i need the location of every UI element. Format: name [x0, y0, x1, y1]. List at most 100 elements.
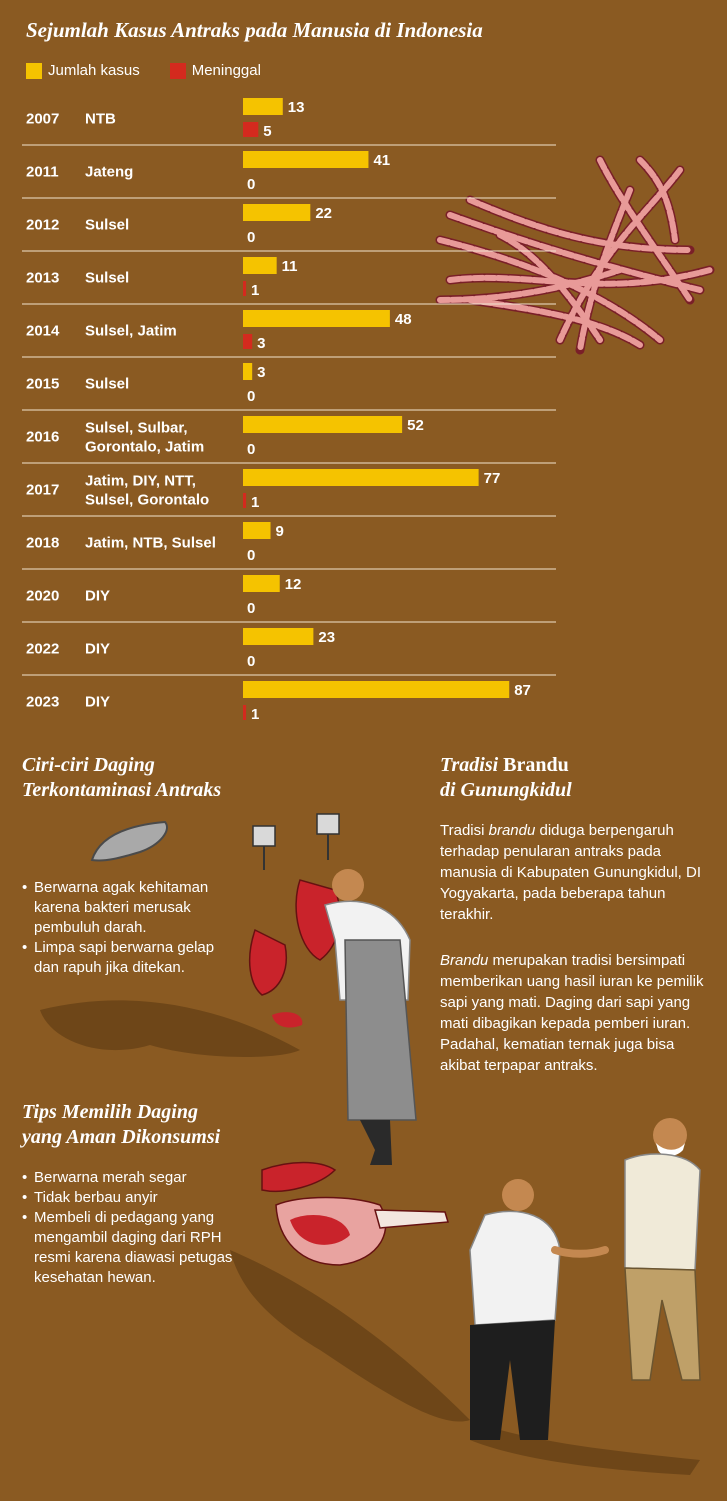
- region-label: Sulsel: [85, 217, 129, 234]
- bar-deaths: [243, 281, 247, 296]
- legend-swatch-cases: [26, 62, 42, 79]
- tradisi-heading: Tradisi Brandu di Gunungkidul: [440, 753, 572, 803]
- ciri-item: Berwarna agak kehitaman karena bakteri m…: [22, 878, 232, 938]
- bar-cases: [243, 416, 403, 433]
- value-label-cases: 48: [395, 311, 412, 328]
- value-label-deaths: 0: [247, 229, 255, 246]
- region-label: Sulsel, Jatim: [85, 323, 177, 340]
- region-label: DIY: [85, 694, 110, 711]
- bar-cases: [243, 469, 479, 486]
- tradisi-p1-a: Tradisi: [440, 822, 489, 839]
- region-label: Jatim, NTB, Sulsel: [85, 535, 216, 552]
- value-label-deaths: 0: [247, 547, 255, 564]
- year-label: 2018: [26, 535, 59, 552]
- region-label: DIY: [85, 641, 110, 658]
- tradisi-heading-line-1: Tradisi Brandu: [440, 753, 572, 778]
- tips-heading-line-1: Tips Memilih Daging: [22, 1101, 198, 1123]
- bar-cases: [243, 628, 314, 645]
- region-label: Jatim, DIY, NTT,: [85, 473, 196, 490]
- value-label-deaths: 3: [257, 335, 265, 352]
- bar-deaths: [243, 122, 259, 137]
- value-label-cases: 13: [288, 99, 305, 116]
- shadow-illustration: [40, 1000, 700, 1475]
- legend-item-deaths: Meninggal: [169, 62, 261, 79]
- ciri-heading: Ciri-ciri Daging Terkontaminasi Antraks: [22, 753, 221, 803]
- tradisi-heading-rest: Brandu: [498, 754, 569, 776]
- year-label: 2013: [26, 270, 59, 287]
- tips-item: Membeli di pedagang yang mengambil dagin…: [22, 1208, 262, 1288]
- bar-cases: [243, 522, 271, 539]
- bar-cases: [243, 257, 277, 274]
- region-label: Sulsel: [85, 376, 129, 393]
- tradisi-heading-italic: Tradisi: [440, 754, 499, 776]
- value-label-cases: 9: [276, 523, 284, 540]
- chart-legend: Jumlah kasus Meninggal: [26, 62, 261, 79]
- value-label-cases: 41: [373, 152, 390, 169]
- value-label-cases: 23: [318, 629, 335, 646]
- tradisi-p2-em: Brandu: [440, 952, 489, 969]
- tips-item: Tidak berbau anyir: [22, 1188, 262, 1208]
- value-label-cases: 22: [315, 205, 332, 222]
- year-label: 2017: [26, 482, 59, 499]
- bar-deaths: [243, 705, 247, 720]
- ciri-heading-line-2: Terkontaminasi Antraks: [22, 779, 222, 801]
- legend-label-cases: Jumlah kasus: [48, 62, 140, 79]
- bar-deaths: [243, 334, 253, 349]
- tips-heading: Tips Memilih Daging yang Aman Dikonsumsi: [22, 1100, 220, 1150]
- region-label: Jateng: [85, 164, 133, 181]
- year-label: 2016: [26, 429, 59, 446]
- region-label: Sulsel: [85, 270, 129, 287]
- bar-cases: [243, 151, 369, 168]
- bar-cases: [243, 575, 280, 592]
- region-label: NTB: [85, 111, 116, 128]
- year-label: 2012: [26, 217, 59, 234]
- value-label-deaths: 1: [251, 706, 259, 723]
- spleen-illustration: [90, 820, 168, 862]
- meat-illustration: [261, 1161, 449, 1266]
- year-label: 2022: [26, 641, 59, 658]
- legend-swatch-deaths: [169, 62, 186, 79]
- legend-label-deaths: Meninggal: [191, 62, 261, 79]
- value-label-deaths: 0: [247, 441, 255, 458]
- value-label-cases: 52: [407, 417, 424, 434]
- chart-title: Sejumlah Kasus Antraks pada Manusia di I…: [26, 18, 483, 42]
- year-label: 2007: [26, 111, 59, 128]
- tips-list: Berwarna merah segar Tidak berbau anyir …: [22, 1168, 262, 1288]
- value-label-deaths: 0: [247, 176, 255, 193]
- tradisi-paragraph-1: Tradisi brandu diduga berpengaruh terhad…: [440, 820, 710, 925]
- bar-cases: [243, 681, 510, 698]
- value-label-deaths: 1: [251, 282, 259, 299]
- year-label: 2020: [26, 588, 59, 605]
- bar-cases: [243, 98, 283, 115]
- bar-cases: [243, 204, 311, 221]
- year-label: 2015: [26, 376, 59, 393]
- tips-item: Berwarna merah segar: [22, 1168, 262, 1188]
- bar-deaths: [243, 493, 247, 508]
- value-label-deaths: 1: [251, 494, 259, 511]
- tradisi-p1-b: diduga berpengaruh terhadap penularan an…: [440, 822, 702, 923]
- region-label: DIY: [85, 588, 110, 605]
- region-label: Gorontalo, Jatim: [85, 439, 204, 456]
- value-label-deaths: 0: [247, 653, 255, 670]
- ciri-item: Limpa sapi berwarna gelap dan rapuh jika…: [22, 938, 232, 978]
- tips-heading-line-2: yang Aman Dikonsumsi: [22, 1126, 221, 1148]
- ciri-heading-line-1: Ciri-ciri Daging: [22, 754, 155, 776]
- year-label: 2011: [26, 164, 59, 181]
- value-label-cases: 3: [257, 364, 265, 381]
- bar-cases: [243, 363, 253, 380]
- value-label-cases: 11: [282, 258, 298, 275]
- value-label-deaths: 0: [247, 388, 255, 405]
- year-label: 2014: [26, 323, 60, 340]
- year-label: 2023: [26, 694, 59, 711]
- tradisi-p1-em: brandu: [488, 822, 536, 839]
- value-label-cases: 77: [484, 470, 501, 487]
- ciri-list: Berwarna agak kehitaman karena bakteri m…: [22, 878, 232, 978]
- value-label-deaths: 0: [247, 600, 255, 617]
- region-label: Sulsel, Sulbar,: [85, 420, 188, 437]
- value-label-deaths: 5: [263, 123, 271, 140]
- tradisi-heading-line-2: di Gunungkidul: [440, 779, 572, 801]
- butcher-illustration: [248, 813, 417, 1165]
- tradisi-p2-b: merupakan tradisi bersimpati memberikan …: [440, 952, 704, 1074]
- tradisi-paragraph-2: Brandu merupakan tradisi bersimpati memb…: [440, 950, 710, 1076]
